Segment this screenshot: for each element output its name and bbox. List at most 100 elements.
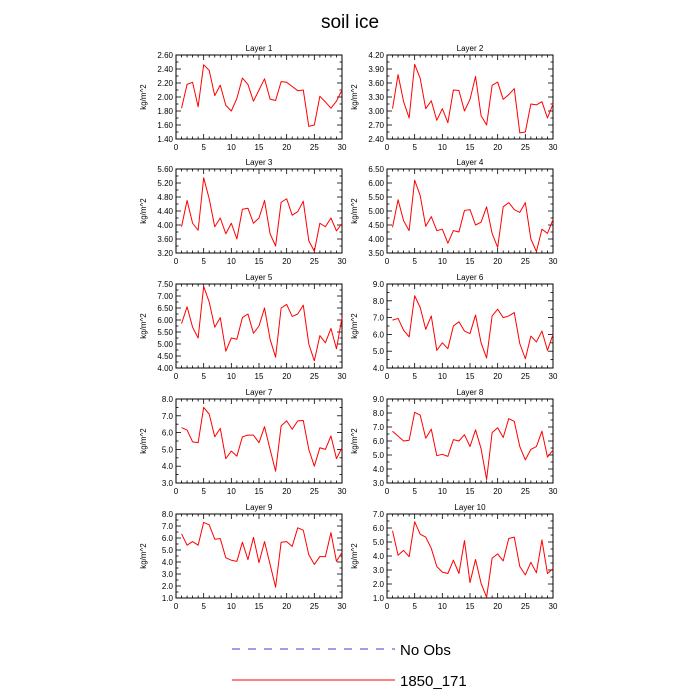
x-tick-label: 15 <box>255 257 264 266</box>
x-tick-label: 20 <box>282 487 291 496</box>
y-tick-label: 3.50 <box>368 249 384 258</box>
x-tick-label: 25 <box>310 372 319 381</box>
y-tick-label: 4.00 <box>157 364 173 373</box>
x-tick-label: 0 <box>385 257 390 266</box>
x-tick-label: 25 <box>521 487 530 496</box>
x-tick-label: 30 <box>549 257 558 266</box>
y-tick-label: 5.50 <box>368 193 384 202</box>
series-line-layer-9 <box>181 521 343 588</box>
y-tick-label: 3.0 <box>162 479 174 488</box>
y-tick-label: 5.0 <box>373 538 385 547</box>
y-tick-label: 7.0 <box>373 510 385 519</box>
x-tick-label: 5 <box>201 602 206 611</box>
y-tick-label: 1.0 <box>373 594 385 603</box>
x-tick-label: 20 <box>282 602 291 611</box>
panel-layer-2: Layer 2 0 5 10 15 20 25 30 2.40 2.70 3.00 3.30 3.60 3… <box>350 44 558 152</box>
y-tick-label: 3.90 <box>368 65 384 74</box>
x-tick-label: 20 <box>282 372 291 381</box>
y-axis-label: kg/m^2 <box>350 428 359 454</box>
x-tick-label: 30 <box>549 143 558 152</box>
x-tick-label: 30 <box>338 143 347 152</box>
x-tick-label: 15 <box>255 372 264 381</box>
x-tick-label: 0 <box>174 143 179 152</box>
y-tick-label: 6.0 <box>373 524 385 533</box>
y-tick-label: 2.0 <box>162 582 174 591</box>
x-tick-label: 30 <box>549 487 558 496</box>
panel-title: Layer 7 <box>246 388 273 397</box>
panel-layer-7: Layer 7 0 5 10 15 20 25 30 3.0 4.0 5.0 6.0 7.0 8.0 kg/… <box>139 388 347 496</box>
panel-layer-8: Layer 8 0 5 10 15 20 25 30 3.0 4.0 5.0 6.0 7.0 8.0 9.0… <box>350 388 558 496</box>
plot-frame <box>175 398 343 484</box>
y-tick-label: 9.0 <box>373 280 385 289</box>
x-tick-label: 10 <box>227 602 236 611</box>
x-tick-label: 25 <box>521 602 530 611</box>
x-tick-label: 20 <box>493 487 502 496</box>
x-tick-label: 5 <box>412 143 417 152</box>
series-line-layer-3 <box>181 177 343 252</box>
x-tick-label: 10 <box>227 257 236 266</box>
plot-frame <box>175 54 343 140</box>
series-line-layer-4 <box>392 179 554 253</box>
panel-layer-3: Layer 3 0 5 10 15 20 25 30 3.20 3.60 4.00 4.40 4.80 5… <box>139 158 347 266</box>
x-tick-label: 0 <box>385 372 390 381</box>
y-tick-label: 2.00 <box>157 93 173 102</box>
y-tick-label: 8.0 <box>373 297 385 306</box>
y-tick-label: 4.0 <box>373 465 385 474</box>
x-tick-label: 20 <box>282 257 291 266</box>
x-tick-label: 25 <box>521 143 530 152</box>
series-line-layer-1 <box>181 64 343 127</box>
y-axis-label: kg/m^2 <box>139 198 148 224</box>
x-tick-label: 5 <box>201 372 206 381</box>
x-tick-label: 5 <box>412 487 417 496</box>
y-tick-label: 4.0 <box>373 364 385 373</box>
plot-frame <box>386 54 554 140</box>
legend-label-no-obs: No Obs <box>400 642 451 659</box>
y-tick-label: 4.80 <box>157 193 173 202</box>
x-tick-label: 20 <box>493 372 502 381</box>
y-tick-label: 6.0 <box>162 429 174 438</box>
x-tick-label: 15 <box>255 487 264 496</box>
x-tick-label: 0 <box>385 487 390 496</box>
series-line-layer-6 <box>392 295 554 360</box>
series-line-layer-10 <box>392 521 554 598</box>
x-tick-label: 20 <box>493 143 502 152</box>
y-tick-label: 1.80 <box>157 107 173 116</box>
x-tick-label: 25 <box>521 372 530 381</box>
panel-title: Layer 5 <box>246 273 273 282</box>
panel-layer-9: Layer 9 0 5 10 15 20 25 30 1.0 2.0 3.0 4.0 5.0 6.0 7.0… <box>139 503 347 611</box>
x-tick-label: 15 <box>466 257 475 266</box>
x-tick-label: 25 <box>310 602 319 611</box>
x-tick-label: 10 <box>438 143 447 152</box>
panel-layer-6: Layer 6 0 5 10 15 20 25 30 4.0 5.0 6.0 7.0 8.0 9.0 kg/… <box>350 273 558 381</box>
y-tick-label: 2.0 <box>373 580 385 589</box>
x-tick-label: 15 <box>466 487 475 496</box>
x-tick-label: 0 <box>385 602 390 611</box>
x-tick-label: 25 <box>521 257 530 266</box>
y-axis-label: kg/m^2 <box>350 543 359 569</box>
x-tick-label: 10 <box>438 487 447 496</box>
x-tick-label: 30 <box>338 487 347 496</box>
x-tick-label: 30 <box>549 372 558 381</box>
plot-frame <box>175 513 343 599</box>
y-tick-label: 4.50 <box>157 352 173 361</box>
panel-layer-5: Layer 5 0 5 10 15 20 25 30 4.00 4.50 5.00 5.50 6.00 6… <box>139 273 347 381</box>
y-tick-label: 3.20 <box>157 249 173 258</box>
y-tick-label: 2.40 <box>157 65 173 74</box>
plot-frame <box>386 513 554 599</box>
panel-title: Layer 4 <box>457 158 484 167</box>
x-tick-label: 20 <box>282 143 291 152</box>
y-tick-label: 7.0 <box>162 412 174 421</box>
legend: No Obs 1850_171 <box>232 642 467 690</box>
panel-title: Layer 9 <box>246 503 273 512</box>
y-axis-label: kg/m^2 <box>139 543 148 569</box>
y-tick-label: 3.30 <box>368 93 384 102</box>
panel-layer-10: Layer 10 0 5 10 15 20 25 30 1.0 2.0 3.0 4.0 5.0 6.0 7.… <box>350 503 558 611</box>
y-tick-label: 2.40 <box>368 135 384 144</box>
y-axis-label: kg/m^2 <box>350 84 359 110</box>
x-tick-label: 25 <box>310 143 319 152</box>
y-tick-label: 4.00 <box>157 221 173 230</box>
y-tick-label: 6.0 <box>373 330 385 339</box>
panel-title: Layer 10 <box>454 503 486 512</box>
y-axis-label: kg/m^2 <box>350 198 359 224</box>
